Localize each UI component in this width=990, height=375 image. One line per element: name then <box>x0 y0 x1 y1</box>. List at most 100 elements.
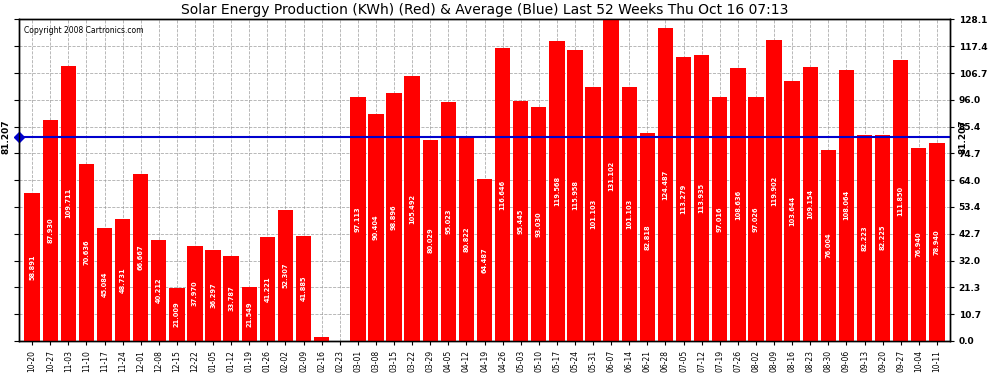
Bar <box>368 114 384 341</box>
Bar <box>278 210 293 341</box>
Text: 70.636: 70.636 <box>83 240 89 265</box>
Bar <box>314 338 330 341</box>
Text: 116.646: 116.646 <box>500 179 506 210</box>
Bar <box>676 57 691 341</box>
Text: 58.891: 58.891 <box>29 254 35 280</box>
Text: 119.568: 119.568 <box>553 176 560 206</box>
Text: 41.221: 41.221 <box>264 276 270 302</box>
Text: 111.850: 111.850 <box>898 186 904 216</box>
Bar <box>25 193 40 341</box>
Bar <box>766 40 782 341</box>
Text: 95.445: 95.445 <box>518 209 524 234</box>
Bar <box>296 236 311 341</box>
Text: 97.113: 97.113 <box>354 206 360 232</box>
Bar <box>242 287 257 341</box>
Bar <box>43 120 57 341</box>
Text: 80.822: 80.822 <box>463 226 469 252</box>
Text: 80.029: 80.029 <box>428 228 434 253</box>
Text: 109.711: 109.711 <box>65 188 71 218</box>
Text: 119.902: 119.902 <box>771 175 777 206</box>
Bar <box>151 240 166 341</box>
Text: Copyright 2008 Cartronics.com: Copyright 2008 Cartronics.com <box>24 26 144 35</box>
Text: 109.154: 109.154 <box>807 189 813 219</box>
Title: Solar Energy Production (KWh) (Red) & Average (Blue) Last 52 Weeks Thu Oct 16 07: Solar Energy Production (KWh) (Red) & Av… <box>181 3 788 17</box>
Text: 76.940: 76.940 <box>916 231 922 257</box>
Text: 41.885: 41.885 <box>301 276 307 301</box>
Text: 45.084: 45.084 <box>102 272 108 297</box>
Bar <box>115 219 131 341</box>
Text: 124.487: 124.487 <box>662 170 668 200</box>
Text: 101.103: 101.103 <box>627 199 633 229</box>
Bar <box>839 70 854 341</box>
Text: 98.896: 98.896 <box>391 204 397 230</box>
Bar <box>694 55 710 341</box>
Bar <box>604 12 619 341</box>
Text: 64.487: 64.487 <box>481 247 487 273</box>
Text: 103.644: 103.644 <box>789 196 795 226</box>
Bar <box>803 67 818 341</box>
Bar <box>640 133 655 341</box>
Text: 66.667: 66.667 <box>138 244 144 270</box>
Text: 87.930: 87.930 <box>48 218 53 243</box>
Bar <box>133 174 148 341</box>
Bar <box>821 150 836 341</box>
Bar <box>477 179 492 341</box>
Text: 37.970: 37.970 <box>192 280 198 306</box>
Text: 36.297: 36.297 <box>210 283 216 308</box>
Bar <box>60 66 76 341</box>
Bar <box>259 237 275 341</box>
Text: 33.787: 33.787 <box>228 286 235 311</box>
Bar <box>712 98 728 341</box>
Bar <box>748 98 763 341</box>
Bar <box>187 246 203 341</box>
Bar <box>97 228 112 341</box>
Bar <box>350 97 365 341</box>
Text: 105.492: 105.492 <box>409 194 415 224</box>
Text: 21.009: 21.009 <box>174 302 180 327</box>
Bar <box>585 87 601 341</box>
Text: 21.549: 21.549 <box>247 301 252 327</box>
Bar <box>458 138 474 341</box>
Bar <box>875 135 890 341</box>
Text: 82.223: 82.223 <box>861 225 867 251</box>
Text: 108.064: 108.064 <box>843 190 849 220</box>
Bar <box>441 102 456 341</box>
Bar <box>784 81 800 341</box>
Text: 81.207: 81.207 <box>1 120 10 154</box>
Text: 115.958: 115.958 <box>572 180 578 210</box>
Bar <box>930 143 944 341</box>
Bar <box>856 135 872 341</box>
Bar <box>495 48 510 341</box>
Text: 90.404: 90.404 <box>373 214 379 240</box>
Bar <box>79 164 94 341</box>
Text: 48.731: 48.731 <box>120 267 126 292</box>
Text: 113.279: 113.279 <box>680 184 686 214</box>
Bar <box>169 288 184 341</box>
Text: 97.026: 97.026 <box>753 206 759 232</box>
Bar <box>405 76 420 341</box>
Text: 82.225: 82.225 <box>880 225 886 251</box>
Bar <box>893 60 909 341</box>
Bar <box>911 148 927 341</box>
Bar <box>731 68 745 341</box>
Text: 131.102: 131.102 <box>608 161 614 192</box>
Text: 97.016: 97.016 <box>717 206 723 232</box>
Text: 52.307: 52.307 <box>282 262 288 288</box>
Text: 93.030: 93.030 <box>536 211 542 237</box>
Bar <box>205 250 221 341</box>
Text: 95.023: 95.023 <box>446 209 451 234</box>
Bar <box>386 93 402 341</box>
Text: 108.636: 108.636 <box>735 189 741 220</box>
Text: 82.818: 82.818 <box>644 224 650 250</box>
Bar <box>423 140 438 341</box>
Bar <box>567 50 583 341</box>
Text: 113.935: 113.935 <box>699 183 705 213</box>
Text: 76.004: 76.004 <box>826 233 832 258</box>
Bar <box>224 256 239 341</box>
Text: 78.940: 78.940 <box>934 229 940 255</box>
Text: 81.207: 81.207 <box>959 120 968 154</box>
Text: 40.212: 40.212 <box>155 278 161 303</box>
Bar <box>531 107 546 341</box>
Bar <box>657 28 673 341</box>
Bar <box>549 41 564 341</box>
